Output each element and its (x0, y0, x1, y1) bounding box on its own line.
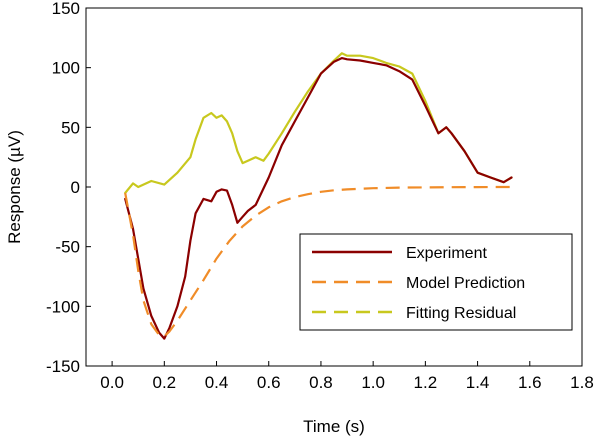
x-tick-label: 0.4 (205, 373, 229, 392)
legend-label: Fitting Residual (406, 305, 516, 322)
y-tick-label: 100 (52, 59, 80, 78)
y-tick-label: -100 (46, 297, 80, 316)
x-axis-title: Time (s) (303, 417, 365, 436)
legend-item: Experiment (312, 245, 487, 262)
series-line-experiment (124, 56, 513, 340)
legend-item: Fitting Residual (312, 305, 516, 322)
x-tick-label: 0.8 (309, 373, 333, 392)
x-tick-label: 1.0 (361, 373, 385, 392)
x-axis: 0.0 0.2 0.4 0.6 0.8 1.0 1.2 1.4 1.6 1.8 (100, 361, 594, 392)
y-axis-title: Response (µV) (5, 130, 24, 244)
legend-label: Model Prediction (406, 275, 525, 292)
series-line-model-prediction (124, 185, 512, 338)
y-tick-label: -50 (55, 238, 80, 257)
legend-item: Model Prediction (312, 275, 525, 292)
x-tick-label: 0.2 (152, 373, 176, 392)
x-tick-label: 1.6 (518, 373, 542, 392)
x-tick-label: 1.8 (570, 373, 594, 392)
x-tick-label: 0.0 (100, 373, 124, 392)
x-tick-label: 1.2 (414, 373, 438, 392)
y-tick-label: 50 (61, 118, 80, 137)
x-tick-label: 0.6 (257, 373, 281, 392)
y-tick-label: 0 (71, 178, 80, 197)
legend: Experiment Model Prediction Fitting Residu… (299, 233, 573, 331)
plot-area (124, 52, 513, 340)
y-axis: -150 -100 -50 0 50 100 150 (46, 0, 91, 376)
y-tick-label: 150 (52, 0, 80, 18)
legend-label: Experiment (406, 245, 487, 262)
y-tick-label: -150 (46, 357, 80, 376)
series-line-fitting-residual (124, 52, 513, 195)
x-tick-label: 1.4 (466, 373, 490, 392)
